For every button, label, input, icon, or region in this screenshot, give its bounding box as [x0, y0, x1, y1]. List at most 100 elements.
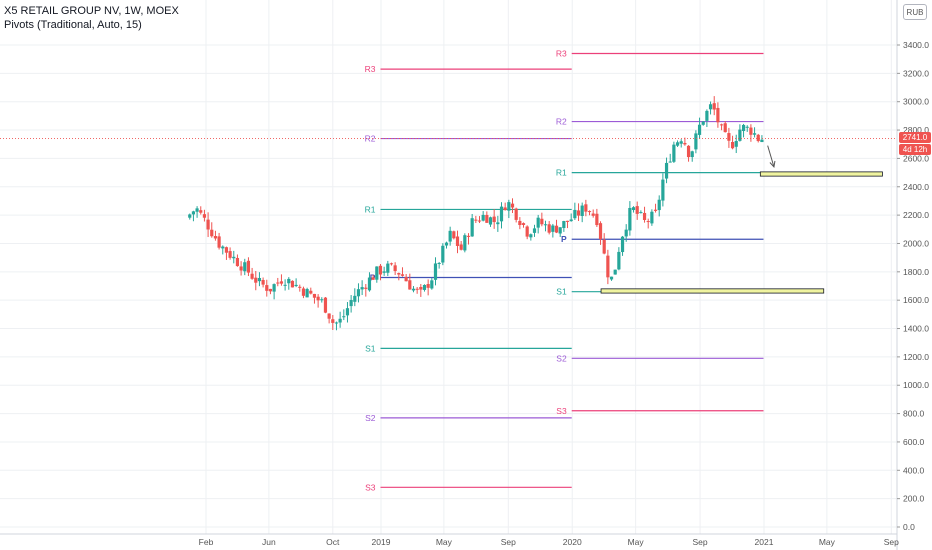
x-tick-label: Jun [262, 537, 276, 547]
candle-body [298, 286, 302, 288]
x-tick-label: May [436, 537, 453, 547]
candle-body [650, 211, 654, 224]
candle-body [342, 316, 346, 318]
candle-body [408, 280, 412, 290]
candle-body [653, 209, 658, 211]
candle-body [672, 144, 676, 162]
y-tick-label: 2200.0 [903, 210, 929, 220]
candle-body [235, 257, 240, 267]
pivot-label-s3: S3 [556, 406, 567, 416]
zone-box [759, 171, 883, 177]
candle-body [239, 266, 243, 271]
candle-body [734, 141, 738, 147]
pivot-label-r2: R2 [365, 134, 376, 144]
last-price-tag: 2741.0 [899, 132, 931, 144]
candle-body [371, 277, 375, 280]
symbol-title: X5 RETAIL GROUP NV, 1W, MOEX [4, 5, 179, 17]
candle-body [349, 300, 353, 307]
candle-body [397, 273, 401, 275]
candle-body [312, 293, 317, 298]
candle-body [422, 284, 427, 290]
candle-body [547, 224, 551, 233]
candle-body [741, 124, 746, 132]
candle-body [752, 133, 757, 135]
candle-body [591, 213, 595, 216]
y-tick-label: 400.0 [903, 465, 925, 475]
arrow-line [767, 145, 775, 168]
candle-body [195, 208, 199, 212]
candle-body [749, 127, 753, 135]
candle-body [188, 214, 192, 218]
candle-body [199, 210, 203, 213]
candle-body [499, 206, 504, 222]
candle-body [620, 236, 625, 253]
candle-body [433, 263, 438, 280]
pivot-label-r2: R2 [556, 117, 567, 127]
candle-body [635, 206, 639, 214]
candle-body [485, 214, 489, 223]
candle-body [690, 151, 694, 158]
candle-body [639, 212, 643, 214]
candle-body [375, 266, 379, 280]
candle-body [477, 220, 482, 222]
x-tick-label: 2021 [755, 537, 774, 547]
candle-body [492, 216, 496, 223]
candle-body [437, 262, 441, 264]
candle-body [609, 276, 614, 280]
candle-body [356, 289, 361, 297]
candle-body [617, 251, 621, 270]
zone-box [600, 288, 825, 294]
candle-body [529, 234, 533, 238]
candle-body [316, 296, 320, 301]
candle-body [246, 260, 251, 273]
x-tick-label: Sep [501, 537, 516, 547]
candle-body [730, 141, 735, 149]
indicator-label: Pivots (Traditional, Auto, 15) [4, 19, 142, 31]
countdown-tag: 4d 12h [899, 144, 931, 156]
candle-body [331, 319, 335, 323]
x-tick-label: May [628, 537, 645, 547]
candle-body [382, 271, 386, 273]
y-tick-label: 1200.0 [903, 352, 929, 362]
candle-body [642, 212, 647, 220]
candle-body [243, 262, 247, 272]
candle-body [661, 179, 665, 201]
candle-body [250, 273, 254, 279]
y-tick-label: 600.0 [903, 437, 925, 447]
candle-body [569, 219, 573, 222]
candle-body [448, 230, 452, 242]
candle-body [701, 121, 705, 125]
candle-body [558, 227, 562, 234]
x-tick-label: Feb [199, 537, 214, 547]
candle-body [415, 288, 419, 290]
currency-button[interactable]: RUB [903, 4, 927, 20]
candle-body [727, 133, 731, 141]
candle-body [265, 285, 269, 291]
candle-body [386, 263, 390, 273]
candle-body [272, 284, 276, 292]
candle-body [628, 207, 632, 231]
y-tick-label: 200.0 [903, 494, 925, 504]
candle-body [320, 299, 324, 301]
candle-body [305, 289, 309, 298]
candle-body [573, 209, 577, 219]
candle-body [444, 242, 449, 246]
y-tick-label: 1800.0 [903, 267, 929, 277]
candle-body [345, 308, 350, 316]
candle-body [202, 214, 207, 218]
x-tick-label: May [819, 537, 836, 547]
candle-body [551, 225, 555, 232]
candle-body [221, 246, 225, 249]
candle-body [602, 239, 606, 254]
candle-body [587, 211, 592, 213]
pivot-label-s1: S1 [365, 343, 376, 353]
candle-body [389, 263, 394, 265]
candle-body [488, 217, 493, 225]
y-tick-label: 0.0 [903, 522, 915, 532]
candle-body [683, 142, 687, 145]
candle-body [334, 322, 339, 324]
candle-body [419, 286, 423, 290]
candle-body [287, 278, 291, 284]
candle-body [481, 214, 485, 221]
